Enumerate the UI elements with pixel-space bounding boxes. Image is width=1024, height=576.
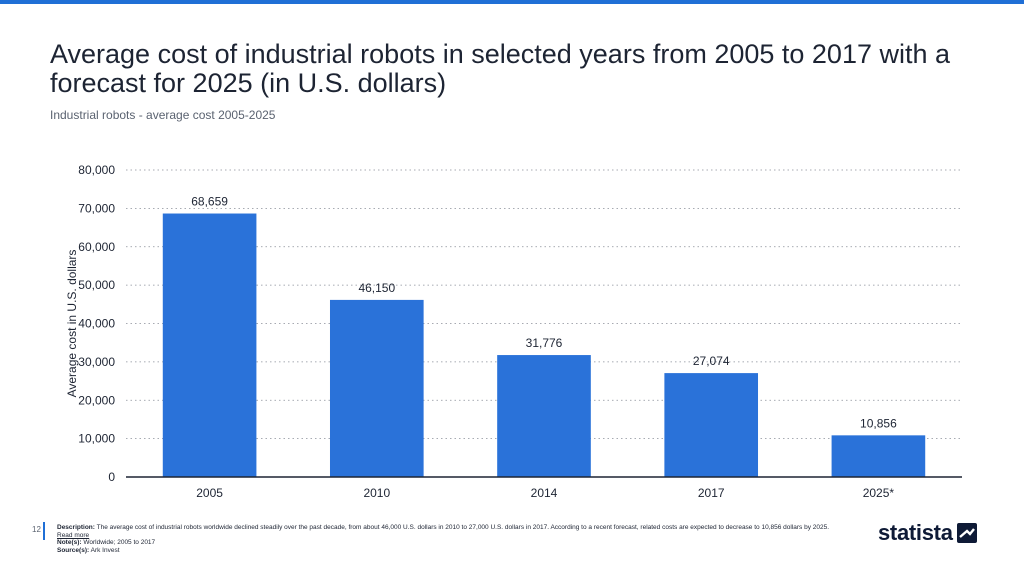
bar-chart: 0 10,000 20,000 30,000 40,000 50,000 60,000 70,… (65, 163, 962, 500)
x-tick-label: 2010 (363, 486, 390, 500)
bar (497, 355, 591, 477)
page-subtitle: Industrial robots - average cost 2005-20… (50, 108, 276, 122)
notes-text: Worldwide; 2005 to 2017 (83, 539, 156, 547)
description-line: Description: The average cost of industr… (57, 524, 877, 532)
bar (329, 299, 424, 477)
read-more-link[interactable]: Read more (57, 531, 90, 539)
data-label: 46,150 (358, 281, 395, 295)
notes-line: Note(s): Worldwide; 2005 to 2017 (57, 539, 877, 547)
description-text: The average cost of industrial robots wo… (96, 524, 830, 531)
source-label: Source(s): (57, 546, 90, 554)
x-tick-label: 2005 (196, 486, 223, 500)
y-tick-label: 10,000 (78, 432, 115, 446)
statista-logo[interactable]: statista (878, 520, 977, 546)
page-title: Average cost of industrial robots in sel… (50, 39, 951, 98)
page-number: 12 (32, 525, 41, 534)
y-tick-label: 30,000 (78, 355, 115, 369)
source-text: Ark Invest (90, 546, 120, 554)
y-axis-label: Average cost in U.S. dollars (65, 250, 79, 398)
y-tick-label: 80,000 (78, 163, 115, 177)
footer-notes: Description: The average cost of industr… (57, 524, 877, 554)
top-accent-bar (0, 0, 1024, 4)
data-label: 68,659 (191, 195, 228, 209)
data-label: 27,074 (693, 354, 730, 368)
source-line: Source(s): Ark Invest (57, 547, 877, 555)
y-tick-label: 70,000 (78, 201, 115, 215)
logo-text: statista (878, 520, 953, 545)
y-tick-label: 20,000 (78, 393, 115, 407)
x-tick-label: 2025* (863, 486, 895, 500)
footer-accent-bar (43, 522, 45, 540)
data-label: 31,776 (526, 336, 563, 350)
bar (162, 213, 257, 477)
x-tick-label: 2014 (531, 486, 558, 500)
y-tick-label: 50,000 (78, 278, 115, 292)
y-tick-label: 60,000 (78, 240, 115, 254)
y-tick-label: 0 (108, 470, 115, 484)
bar (664, 373, 759, 477)
notes-label: Note(s): (57, 539, 82, 547)
x-tick-label: 2017 (698, 486, 725, 500)
y-tick-label: 40,000 (78, 317, 115, 331)
description-label: Description: (57, 524, 95, 531)
statista-logo-icon (956, 523, 977, 543)
bar (831, 435, 926, 477)
data-label: 10,856 (860, 416, 897, 430)
